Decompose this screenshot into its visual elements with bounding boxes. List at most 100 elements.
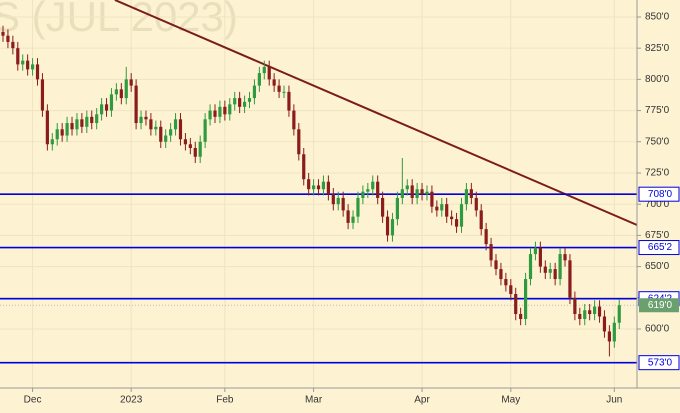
candle-body: [440, 204, 444, 211]
plot-area: S (JUL 2023): [0, 0, 637, 388]
candle-body: [1, 31, 5, 36]
candle-body: [109, 94, 114, 111]
candle-body: [464, 189, 469, 205]
candle-body: [11, 41, 15, 49]
candle-body: [208, 110, 212, 120]
candle-body: [435, 206, 439, 211]
candle-body: [75, 119, 79, 130]
candle-body: [198, 141, 202, 157]
level-label: 573'0: [648, 357, 673, 368]
y-tick-label: 800'0: [645, 74, 670, 85]
y-tick-label: 825'0: [645, 43, 670, 54]
candle-body: [326, 181, 330, 195]
candle-body: [341, 197, 345, 211]
candle-body: [593, 306, 597, 314]
candle-body: [262, 66, 266, 74]
trendline: [114, 0, 637, 226]
y-tick-label: 650'0: [645, 261, 670, 272]
level-label-box: [638, 186, 680, 202]
candle-body: [100, 104, 104, 115]
candle-body: [617, 305, 621, 323]
candle-body: [361, 191, 365, 198]
candle-body: [597, 306, 602, 317]
level-label-box: [638, 355, 680, 371]
candle-body: [203, 119, 207, 142]
x-tick-label: 2023: [120, 395, 143, 406]
candle-body: [80, 119, 84, 127]
candle-body: [459, 204, 464, 227]
candle-body: [252, 85, 257, 99]
candle-body: [376, 181, 380, 198]
candle-body: [415, 189, 419, 198]
candle-body: [528, 254, 533, 280]
candle-body: [612, 322, 616, 342]
candle-body: [6, 35, 10, 42]
candle-body: [307, 179, 311, 190]
candle-body: [70, 123, 74, 130]
candle-body: [149, 119, 153, 130]
candle-body: [164, 135, 168, 142]
candle-body: [129, 79, 133, 86]
candle-body: [514, 294, 518, 314]
candle-body: [346, 210, 350, 223]
candle-body: [277, 85, 281, 92]
candle-body: [114, 89, 118, 95]
candle-body: [242, 101, 247, 107]
candle-body: [583, 310, 587, 319]
level-label-box: [638, 240, 680, 256]
candle-body: [519, 313, 523, 319]
candle-body: [410, 185, 414, 198]
candle-body: [543, 266, 547, 273]
candle-body: [499, 269, 503, 280]
candle-body: [509, 285, 513, 295]
candle-body: [90, 116, 94, 124]
candle-body: [21, 60, 25, 65]
candle-body: [469, 189, 473, 198]
y-tick-label: 725'0: [645, 168, 670, 179]
candle-body: [450, 216, 454, 220]
candle-body: [371, 181, 375, 190]
y-tick-label: 850'0: [645, 12, 670, 23]
candle-body: [65, 123, 69, 136]
candle-body: [95, 114, 99, 124]
candle-body: [183, 139, 188, 145]
x-tick-label: Feb: [216, 395, 234, 406]
candle-body: [213, 110, 217, 117]
candle-body: [316, 185, 321, 190]
candle-body: [336, 197, 340, 205]
candle-body: [26, 60, 30, 70]
level-label: 708'0: [648, 189, 673, 200]
candle-body: [124, 79, 128, 99]
x-tick-label: May: [501, 395, 520, 406]
axis-layer: 850'0 825'0 800'0 775'0 750'0 725'0 700'0 675'0…: [24, 12, 680, 406]
candle-body: [154, 126, 158, 130]
candle-body: [366, 189, 370, 192]
candle-body: [35, 64, 40, 80]
candle-body: [420, 189, 424, 195]
candle-body: [538, 247, 542, 267]
candle-body: [484, 229, 488, 245]
candle-body: [223, 106, 227, 115]
candle-body: [60, 129, 64, 136]
candle-body: [193, 148, 197, 157]
candle-body: [104, 104, 109, 111]
candle-body: [390, 219, 395, 236]
x-tick-label: Mar: [305, 395, 323, 406]
candle-body: [558, 254, 562, 280]
y-tick-label: 775'0: [645, 105, 670, 116]
candle-body: [159, 126, 163, 142]
candle-body: [494, 260, 498, 270]
candle-body: [568, 260, 572, 298]
watermark: S (JUL 2023): [0, 0, 238, 40]
candle-body: [356, 197, 360, 217]
candle-body: [533, 247, 538, 255]
candle-body: [169, 129, 173, 136]
y-tick-label: 600'0: [645, 324, 670, 335]
candle-body: [247, 98, 252, 102]
candle-body: [405, 185, 409, 190]
candle-body: [351, 216, 355, 223]
candle-body: [489, 244, 493, 261]
candle-body: [573, 297, 577, 314]
last-price-label: 619'0: [648, 300, 673, 311]
candle-body: [430, 191, 434, 207]
